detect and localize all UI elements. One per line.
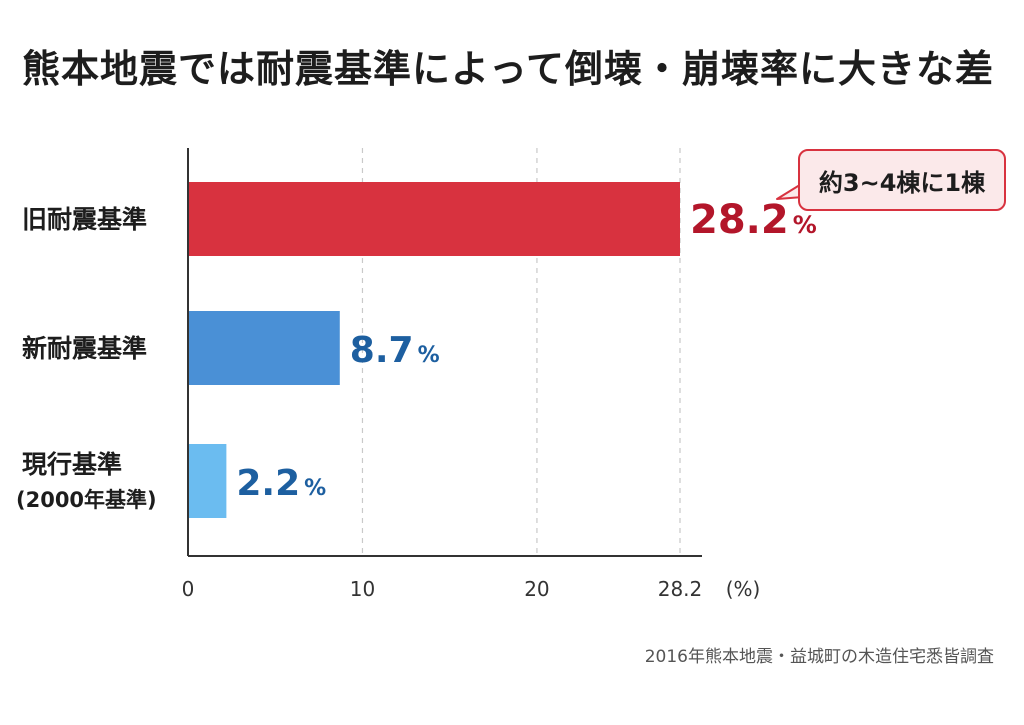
category-label: 旧耐震基準	[22, 205, 147, 234]
callout-text: 約3~4棟に1棟	[818, 169, 986, 197]
bar	[188, 311, 340, 385]
chart-title: 熊本地震では耐震基準によって倒壊・崩壊率に大きな差	[22, 47, 994, 91]
category-label: 現行基準	[22, 450, 122, 479]
x-tick-label: 10	[350, 577, 375, 601]
x-tick-label: 28.2	[658, 577, 703, 601]
data-label: 2.2%	[236, 463, 326, 504]
bar	[188, 444, 227, 518]
callout-box: 約3~4棟に1棟	[798, 149, 1006, 211]
category-label: 新耐震基準	[22, 334, 147, 363]
bar	[188, 182, 680, 256]
x-axis-unit: (%)	[726, 577, 761, 601]
source-note: 2016年熊本地震・益城町の木造住宅悉皆調査	[644, 647, 994, 667]
category-sublabel: (2000年基準)	[16, 488, 157, 512]
x-tick-label: 20	[524, 577, 549, 601]
data-label: 8.7%	[350, 330, 440, 371]
x-tick-label: 0	[182, 577, 195, 601]
data-label: 28.2%	[690, 197, 817, 243]
